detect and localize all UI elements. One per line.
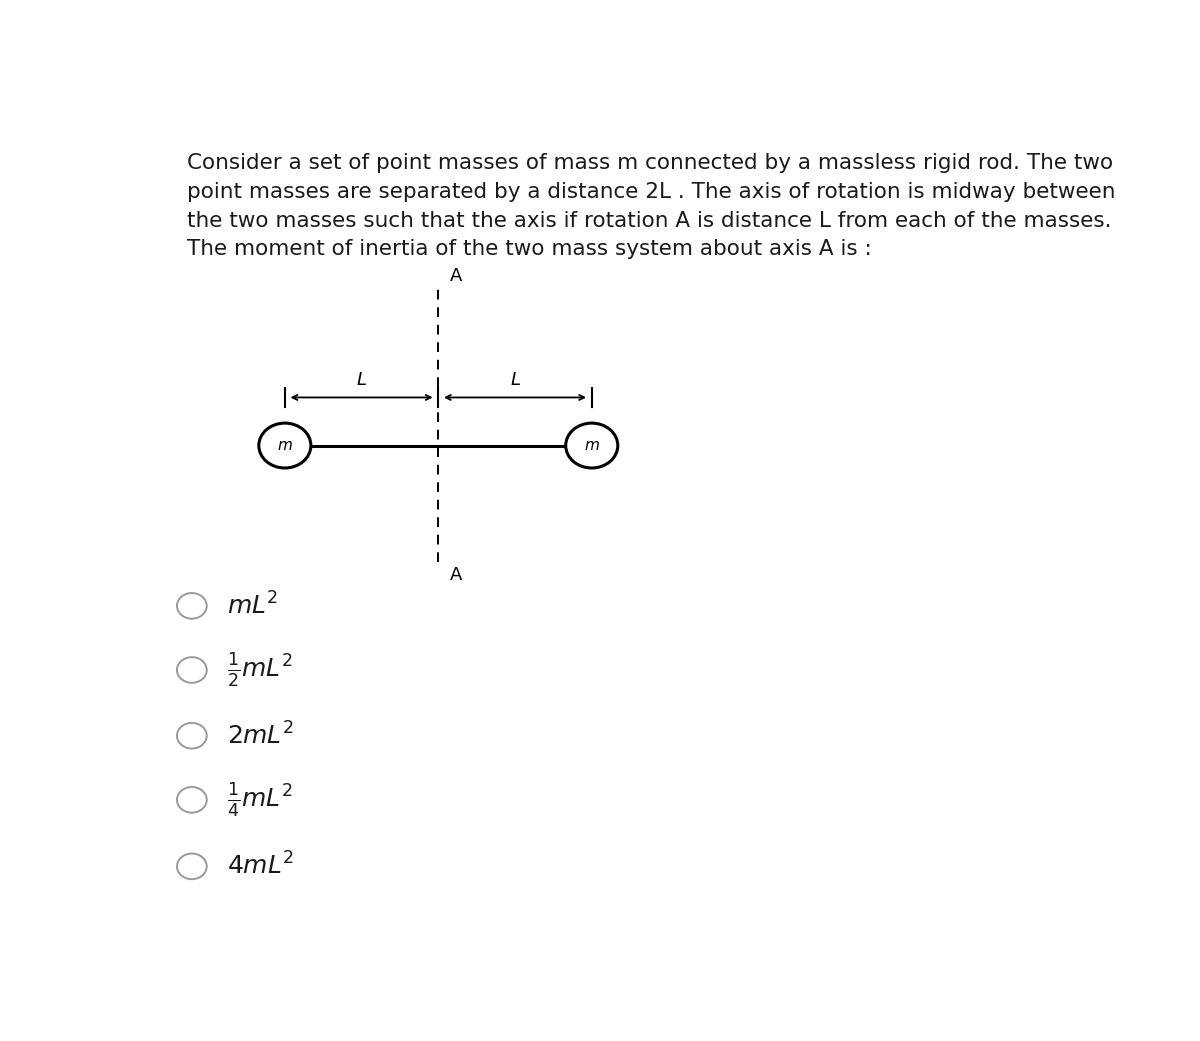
- Text: $2mL^2$: $2mL^2$: [227, 722, 294, 750]
- Text: $m$: $m$: [584, 438, 600, 453]
- Text: $L$: $L$: [510, 372, 521, 389]
- Text: $mL^2$: $mL^2$: [227, 592, 278, 619]
- Text: A: A: [450, 268, 462, 285]
- Text: $\frac{1}{4}mL^2$: $\frac{1}{4}mL^2$: [227, 781, 293, 819]
- Text: Consider a set of point masses of mass m connected by a massless rigid rod. The : Consider a set of point masses of mass m…: [187, 153, 1116, 259]
- Circle shape: [259, 423, 311, 468]
- Text: $4mL^2$: $4mL^2$: [227, 853, 294, 880]
- Text: A: A: [450, 566, 462, 584]
- Text: $\frac{1}{2}mL^2$: $\frac{1}{2}mL^2$: [227, 651, 293, 689]
- Text: $m$: $m$: [277, 438, 293, 453]
- Text: $L$: $L$: [356, 372, 367, 389]
- Circle shape: [565, 423, 618, 468]
